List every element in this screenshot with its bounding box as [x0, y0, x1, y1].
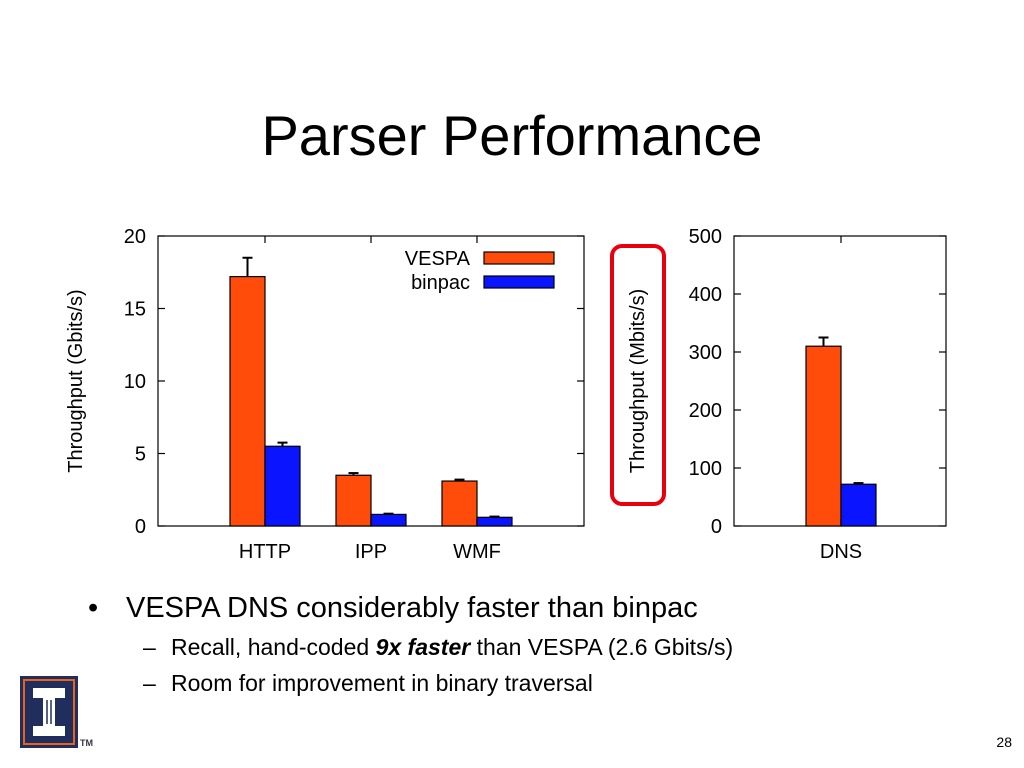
bar-vespa	[229, 275, 266, 527]
dash-glyph: –	[143, 670, 156, 696]
sub-bullet-recall-text-after: than VESPA (2.6 Gbits/s)	[470, 634, 734, 660]
legend-swatch-binpac	[483, 275, 555, 289]
trademark-mark: TM	[80, 738, 93, 748]
university-logo	[20, 676, 78, 748]
y-axis-label: Throughput (Gbits/s)	[65, 289, 87, 472]
x-tick-label: WMF	[453, 541, 501, 563]
y-tick-label: 400	[689, 284, 722, 306]
y-tick-label: 5	[135, 444, 146, 466]
sub-bullet-room-text: Room for improvement in binary traversal	[171, 670, 593, 696]
x-tick-label: IPP	[355, 541, 387, 563]
y-tick-label: 0	[711, 516, 722, 538]
sub-bullet-recall-text-before: Recall, hand-coded	[171, 634, 376, 660]
sub-bullet-recall: – Recall, hand-coded 9x faster than VESPA…	[88, 630, 988, 664]
y-tick-label: 10	[124, 371, 146, 393]
y-axis-label: Throughput (Mbits/s)	[627, 289, 649, 474]
bar-binpac	[370, 513, 407, 527]
y-tick-label: 100	[689, 458, 722, 480]
legend-label: VESPA	[405, 248, 471, 270]
bar-vespa	[805, 345, 842, 527]
y-tick-label: 15	[124, 299, 146, 321]
sub-bullet-room: – Room for improvement in binary travers…	[88, 666, 988, 700]
legend-swatch-vespa	[483, 251, 555, 265]
y-tick-label: 0	[135, 516, 146, 538]
page-number: 28	[996, 734, 1012, 750]
y-tick-label: 300	[689, 342, 722, 364]
y-tick-label: 500	[689, 226, 722, 248]
axis-label-highlight	[610, 244, 666, 506]
bar-binpac	[840, 483, 877, 527]
legend-label: binpac	[411, 272, 470, 294]
y-tick-label: 200	[689, 400, 722, 422]
dash-glyph: –	[143, 634, 156, 660]
sub-bullet-recall-emphasis: 9x faster	[375, 634, 471, 660]
bullet-list: • VESPA DNS considerably faster than bin…	[88, 588, 988, 700]
bar-binpac	[476, 516, 513, 527]
bar-vespa	[441, 480, 478, 527]
bullet-main-text: VESPA DNS considerably faster than binpa…	[126, 592, 698, 624]
slide-title: Parser Performance	[261, 104, 763, 167]
bar-vespa	[335, 474, 372, 527]
bullet-glyph: •	[88, 592, 99, 624]
bullet-main: • VESPA DNS considerably faster than bin…	[88, 588, 988, 628]
bar-binpac	[264, 445, 301, 527]
x-tick-label: DNS	[820, 541, 862, 563]
chart-mbits: 0 100 200 300 400 500 Throughput (Mbits/s) DNS	[610, 226, 947, 563]
y-tick-label: 20	[124, 226, 146, 248]
chart-gbits: 0 5 10 15 20 Throughput (Gbits/s) HTTP IPP WMF VE…	[65, 226, 585, 563]
x-tick-label: HTTP	[239, 541, 291, 563]
